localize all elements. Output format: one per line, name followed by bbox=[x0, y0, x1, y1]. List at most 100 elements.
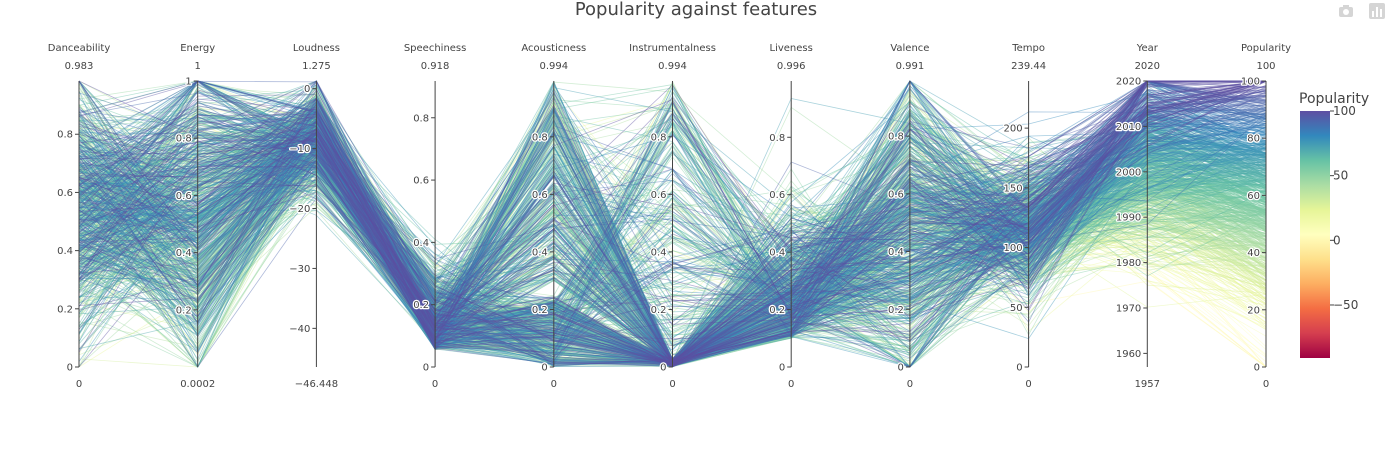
axis-range-min: 0 bbox=[432, 379, 438, 390]
axis-title: Danceability bbox=[48, 43, 111, 54]
axis-title: Speechiness bbox=[404, 43, 467, 54]
axis-energy[interactable]: Energy 1 0.0002 0.2 0.4 0.6 0.8 1 bbox=[175, 43, 216, 390]
axis-tick-label: 80 bbox=[1247, 134, 1260, 145]
plotly-logo-icon[interactable] bbox=[1368, 2, 1386, 20]
colorbar-tick-label: 100 bbox=[1333, 104, 1356, 118]
axis-tick-label: 0.6 bbox=[532, 190, 548, 201]
axis-tick-label: 0.8 bbox=[888, 132, 904, 143]
axis-year[interactable]: Year 2020 1957 1960 1970 1980 1990 2000 2010 2020 bbox=[1115, 43, 1160, 390]
axis-range-min: 0 bbox=[1025, 379, 1031, 390]
axis-title: Liveness bbox=[770, 43, 813, 54]
axis-tick-label: −10 bbox=[289, 144, 310, 155]
axis-range-min: 0 bbox=[1263, 379, 1269, 390]
axis-tick-label: 0.2 bbox=[57, 304, 73, 315]
axis-title: Acousticness bbox=[521, 43, 586, 54]
axis-tick-label: 0.2 bbox=[651, 305, 667, 316]
axis-tick-label: 0.6 bbox=[888, 189, 904, 200]
colorbar-title: Popularity bbox=[1299, 91, 1369, 107]
axis-tick-label: 0.8 bbox=[176, 134, 192, 145]
axis-range-max: 1 bbox=[195, 61, 201, 72]
colorbar-tick-label: 0 bbox=[1333, 233, 1341, 247]
axis-tick-label: 1960 bbox=[1116, 349, 1141, 360]
axis-tick-label: 0.6 bbox=[769, 190, 785, 201]
axes-layer: Danceability0.983000.20.40.60.8Energy10.… bbox=[48, 43, 1291, 390]
axis-range-max: 2020 bbox=[1135, 61, 1160, 72]
axis-tick-label: 0.4 bbox=[769, 248, 785, 259]
axis-tick-label: 0 bbox=[423, 363, 429, 374]
colorbar-gradient bbox=[1300, 111, 1330, 358]
axis-title: Tempo bbox=[1011, 43, 1045, 54]
axis-tick-label: 0.8 bbox=[57, 130, 73, 141]
axis-tick-label: 0.2 bbox=[413, 300, 429, 311]
axis-tick-label: 0.4 bbox=[413, 238, 429, 249]
axis-range-min: 0 bbox=[669, 379, 675, 390]
axis-instrumentalness[interactable]: Instrumentalness 0.994 00 0.2 0.4 0.6 0.8 bbox=[629, 43, 716, 390]
axis-tick-label: −20 bbox=[289, 204, 310, 215]
axis-tick-label: 0.8 bbox=[769, 133, 785, 144]
axis-tick-label: 0.6 bbox=[176, 191, 192, 202]
axis-tick-label: 0.2 bbox=[888, 305, 904, 316]
axis-tick-label: 150 bbox=[1004, 183, 1023, 194]
axis-tick-label: 100 bbox=[1004, 243, 1023, 254]
axis-tick-label: 1970 bbox=[1116, 303, 1141, 314]
axis-tick-label: 2010 bbox=[1116, 122, 1141, 133]
axis-tempo[interactable]: Tempo 239.44 00 50 100 150 200 bbox=[1002, 43, 1047, 390]
axis-title: Loudness bbox=[293, 43, 340, 54]
axis-tick-label: 0.2 bbox=[176, 305, 192, 316]
axis-tick-label: 0.8 bbox=[532, 132, 548, 143]
axis-tick-label: 1990 bbox=[1116, 213, 1141, 224]
axis-tick-label: 60 bbox=[1247, 191, 1260, 202]
axis-range-min: 0 bbox=[907, 379, 913, 390]
camera-icon[interactable] bbox=[1337, 2, 1355, 20]
axis-tick-label: −40 bbox=[289, 324, 310, 335]
axis-tick-label: 0 bbox=[779, 363, 785, 374]
axis-popularity[interactable]: Popularity 100 00 20 40 60 80 100 bbox=[1240, 43, 1291, 390]
axis-tick-label: 2020 bbox=[1116, 77, 1141, 88]
axis-title: Year bbox=[1136, 43, 1159, 54]
axis-range-min: 0 bbox=[551, 379, 557, 390]
axis-tick-label: 0 bbox=[1254, 363, 1260, 374]
axis-range-min: 0.0002 bbox=[180, 379, 215, 390]
chart-title: Popularity against features bbox=[575, 0, 817, 20]
axis-loudness[interactable]: Loudness 1.275 −46.448 −40 −30 −20 −10 0 bbox=[288, 43, 340, 390]
axis-tick-label: 0 bbox=[304, 84, 310, 95]
axis-liveness[interactable]: Liveness 0.996 00 0.2 0.4 0.6 0.8 bbox=[768, 43, 813, 390]
axis-range-min: 1957 bbox=[1135, 379, 1160, 390]
axis-range-min: 0 bbox=[76, 379, 82, 390]
axis-tick-label: 0 bbox=[898, 363, 904, 374]
axis-tick-label: 200 bbox=[1004, 124, 1023, 135]
axis-tick-label: 0.4 bbox=[888, 247, 904, 258]
axis-tick-label: 50 bbox=[1010, 303, 1023, 314]
axis-title: Valence bbox=[890, 43, 929, 54]
axis-acousticness[interactable]: Acousticness 0.994 00 0.2 0.4 0.6 0.8 bbox=[521, 43, 586, 390]
colorbar-tick-label: 50 bbox=[1333, 169, 1348, 183]
axis-tick-label: 2000 bbox=[1116, 167, 1141, 178]
axis-tick-label: 0.2 bbox=[532, 305, 548, 316]
axis-range-max: 0.994 bbox=[658, 61, 687, 72]
axis-tick-label: 0.4 bbox=[651, 247, 667, 258]
axis-tick-label: 0.2 bbox=[769, 305, 785, 316]
axis-tick-label: 100 bbox=[1241, 77, 1260, 88]
axis-tick-label: 0.6 bbox=[413, 176, 429, 187]
axis-range-max: 0.991 bbox=[896, 61, 925, 72]
axis-tick-label: 0.4 bbox=[57, 246, 73, 257]
axis-range-min: 0 bbox=[788, 379, 794, 390]
axis-tick-label: 0.6 bbox=[57, 188, 73, 199]
axis-tick-label: 0.4 bbox=[176, 248, 192, 259]
axis-tick-label: 40 bbox=[1247, 248, 1260, 259]
axis-range-max: 239.44 bbox=[1011, 61, 1046, 72]
axis-danceability[interactable]: Danceability 0.983 00 0.2 0.4 0.6 0.8 bbox=[48, 43, 111, 390]
axis-tick-label: 1980 bbox=[1116, 258, 1141, 269]
axis-range-max: 0.996 bbox=[777, 61, 806, 72]
axis-tick-label: −30 bbox=[289, 264, 310, 275]
axis-tick-label: 0 bbox=[660, 363, 666, 374]
axis-range-max: 100 bbox=[1256, 61, 1275, 72]
axis-tick-label: 0.8 bbox=[413, 113, 429, 124]
colorbar: Popularity 100 50 0 −50 bbox=[1299, 91, 1369, 358]
axis-tick-label: 0 bbox=[1016, 363, 1022, 374]
axis-range-max: 0.983 bbox=[65, 61, 94, 72]
axis-speechiness[interactable]: Speechiness 0.918 00 0.2 0.4 0.6 0.8 bbox=[404, 43, 467, 390]
axis-tick-label: 0.8 bbox=[651, 132, 667, 143]
axis-valence[interactable]: Valence 0.991 00 0.2 0.4 0.6 0.8 bbox=[887, 43, 930, 390]
axis-range-max: 0.918 bbox=[421, 61, 450, 72]
